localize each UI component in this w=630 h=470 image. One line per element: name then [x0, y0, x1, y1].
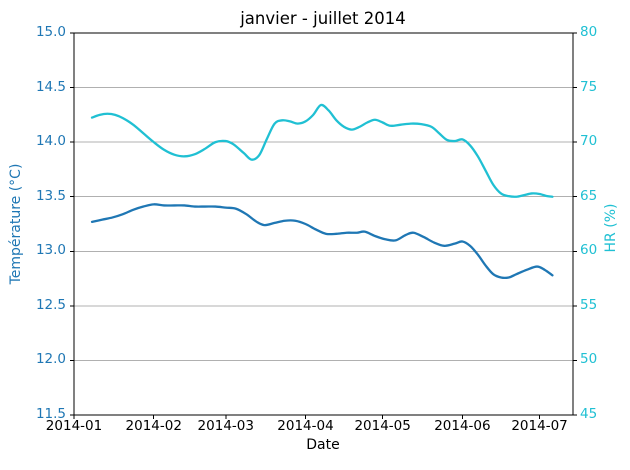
y-tick-label-left: 13.0	[35, 242, 66, 259]
x-tick-label: 2014-02	[125, 418, 182, 434]
plot-border	[73, 32, 574, 416]
y-tick-label-right: 45	[580, 406, 598, 422]
y-tick-label-right: 50	[580, 351, 598, 368]
y-tick-label-right: 75	[580, 78, 598, 95]
x-tick-label: 2014-04	[277, 418, 334, 434]
x-axis-label: Date	[306, 437, 340, 453]
y-tick-label-right: 55	[580, 296, 598, 313]
humidity-line	[90, 103, 554, 198]
y-tick-label-right: 70	[580, 133, 598, 150]
x-tick-label: 2014-05	[354, 418, 411, 434]
y-axis-label-left: Température (°C)	[8, 163, 24, 285]
y-tick-label-right: 65	[580, 187, 598, 204]
y-tick-label-left: 15.0	[35, 24, 66, 40]
temperature-line	[90, 203, 554, 280]
y-tick-label-left: 14.0	[35, 133, 66, 150]
y-tick-label-left: 13.5	[35, 187, 66, 204]
y-tick-label-right: 80	[580, 24, 598, 40]
y-tick-label-left: 12.0	[35, 351, 66, 368]
y-tick-label-right: 60	[580, 242, 598, 259]
y-tick-label-left: 14.5	[35, 78, 66, 95]
x-tick-label: 2014-07	[511, 418, 568, 434]
x-tick-label: 2014-06	[434, 418, 491, 434]
y-tick-label-left: 12.5	[35, 296, 66, 313]
chart-title: janvier - juillet 2014	[240, 9, 406, 28]
x-tick-label: 2014-01	[45, 418, 103, 434]
y-tick-label-left: 11.5	[35, 406, 66, 422]
x-tick-label: 2014-03	[197, 418, 254, 434]
